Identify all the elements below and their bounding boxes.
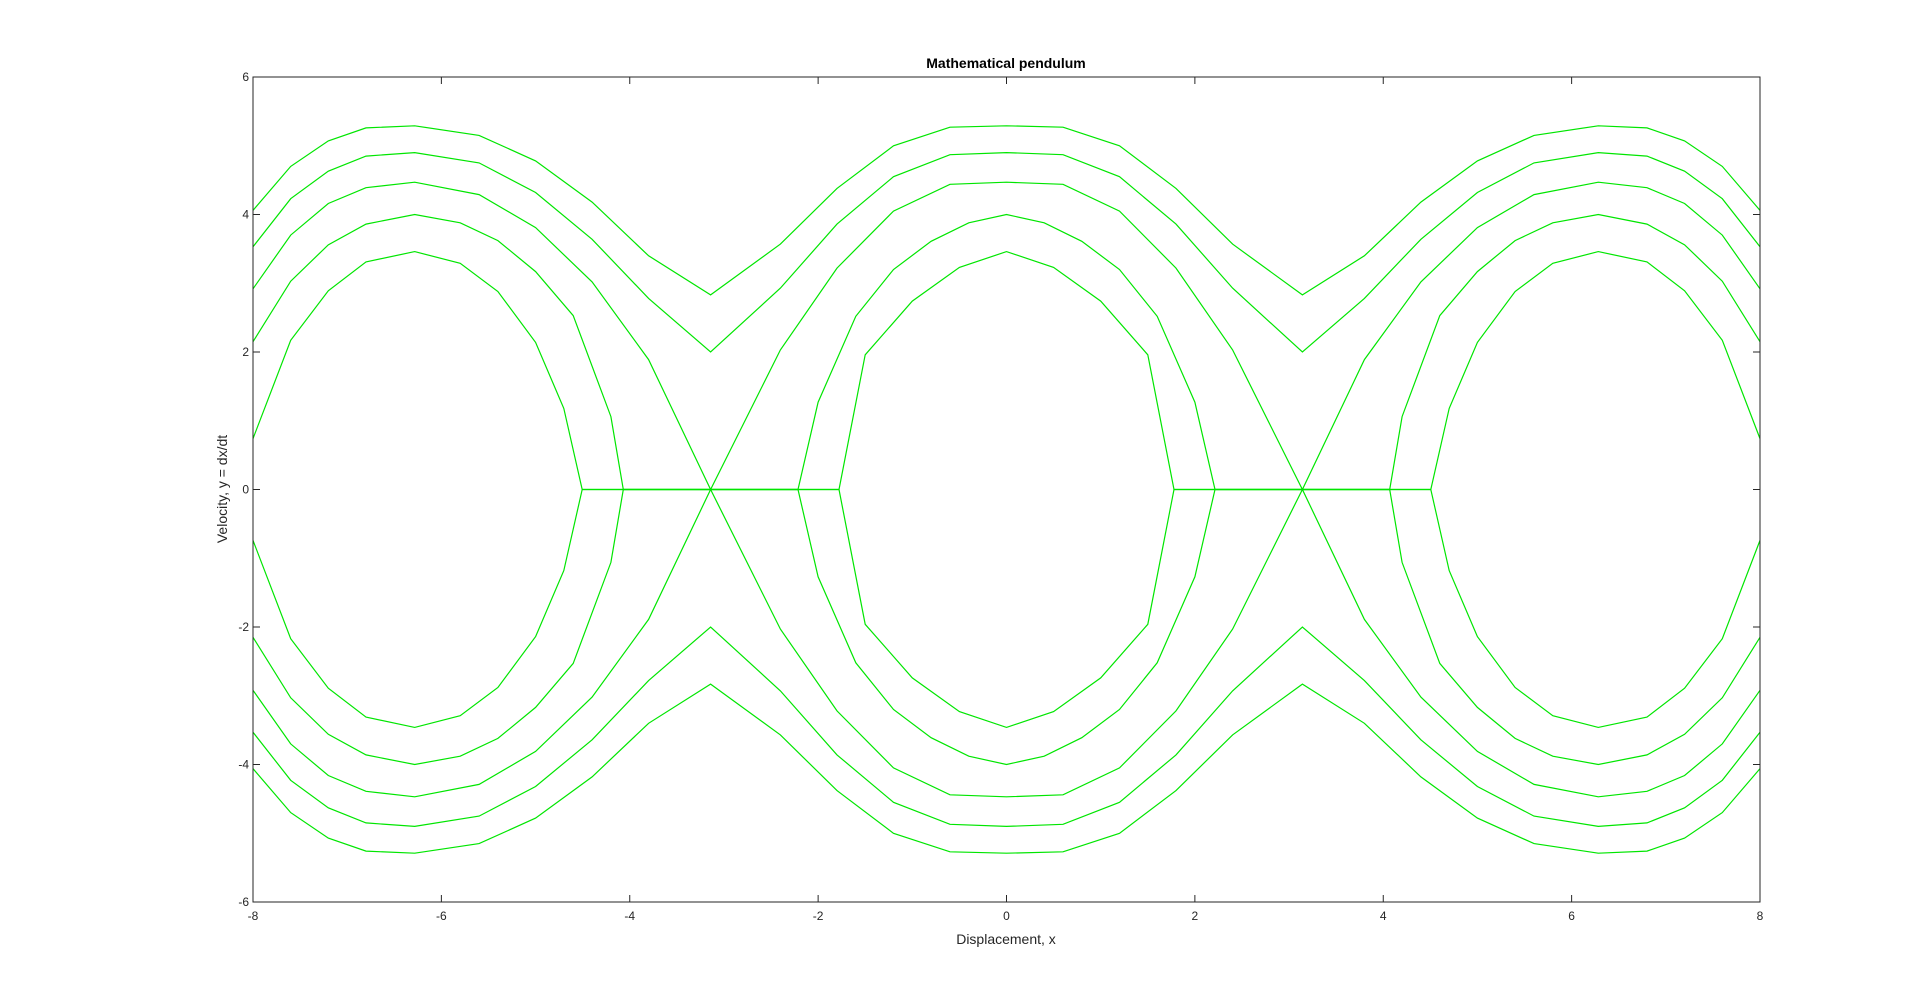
x-tick-label: 6 xyxy=(1568,909,1575,923)
x-tick-label: 4 xyxy=(1380,909,1387,923)
x-tick-label: -6 xyxy=(436,909,447,923)
x-axis-label: Displacement, x xyxy=(956,931,1056,947)
phase-curve-4-lower xyxy=(252,626,1761,828)
x-tick-label: -4 xyxy=(624,909,635,923)
y-tick-label: -2 xyxy=(238,620,249,634)
y-tick-label: 6 xyxy=(242,70,249,84)
x-tick-label: 2 xyxy=(1192,909,1199,923)
y-axis-label: Velocity, y = dx/dt xyxy=(214,435,230,543)
phase-curve-1-lower xyxy=(252,488,1761,729)
phase-curve-5-lower xyxy=(252,683,1761,854)
phase-curves xyxy=(252,125,1761,854)
phase-curve-4-upper xyxy=(252,151,1761,353)
y-tick-label: -4 xyxy=(238,758,249,772)
phase-curve-5-upper xyxy=(252,125,1761,296)
phase-curve-2-upper xyxy=(252,213,1761,491)
chart-title: Mathematical pendulum xyxy=(926,55,1085,71)
x-tick-label: -8 xyxy=(248,909,259,923)
x-tick-label: 0 xyxy=(1003,909,1010,923)
axes-background xyxy=(253,77,1760,902)
y-tick-label: 4 xyxy=(242,208,249,222)
y-tick-label: 0 xyxy=(242,483,249,497)
y-tick-label: -6 xyxy=(238,895,249,909)
x-tick-label: 8 xyxy=(1757,909,1764,923)
x-tick-label: -2 xyxy=(813,909,824,923)
phase-curve-3-lower xyxy=(252,488,1761,798)
y-tick-label: 2 xyxy=(242,345,249,359)
phase-curve-1-upper xyxy=(252,250,1761,491)
phase-curve-2-lower xyxy=(252,488,1761,766)
phase-curve-3-upper xyxy=(252,181,1761,491)
